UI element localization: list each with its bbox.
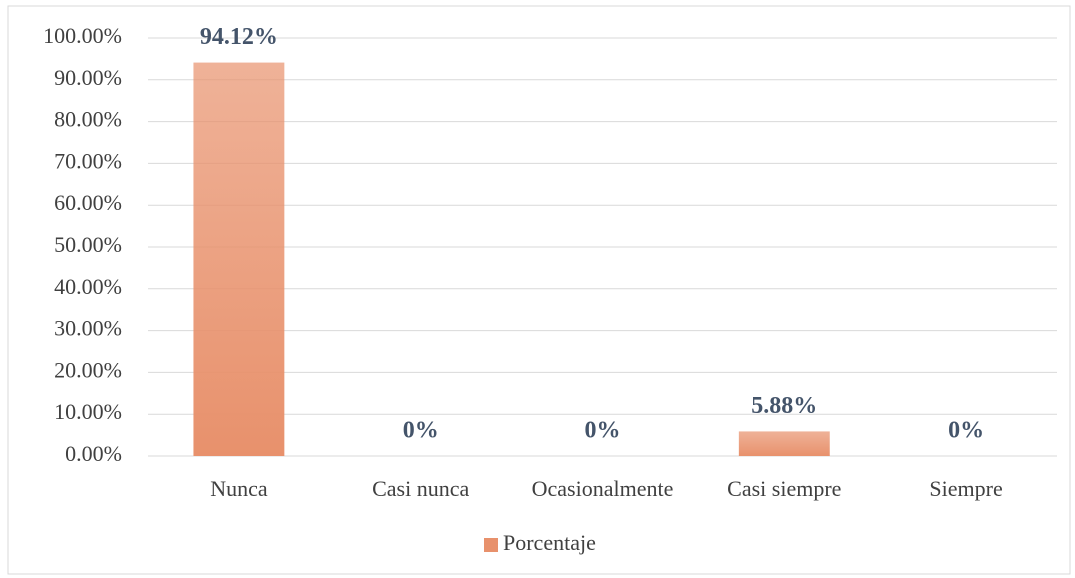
x-tick-label: Casi nunca: [372, 476, 469, 501]
x-tick-label: Siempre: [929, 476, 1002, 501]
chart-border: [7, 5, 1071, 575]
y-tick-label: 50.00%: [54, 232, 122, 257]
y-tick-label: 40.00%: [54, 274, 122, 299]
y-tick-label: 20.00%: [54, 357, 122, 382]
y-tick-label: 90.00%: [54, 65, 122, 90]
legend-label: Porcentaje: [503, 530, 596, 555]
y-tick-label: 60.00%: [54, 190, 122, 215]
y-tick-label: 30.00%: [54, 316, 122, 341]
data-label: 94.12%: [200, 24, 278, 50]
data-label: 0%: [948, 418, 984, 444]
y-tick-label: 10.00%: [54, 399, 122, 424]
x-tick-label: Casi siempre: [727, 476, 841, 501]
y-tick-label: 70.00%: [54, 148, 122, 173]
data-label: 0%: [585, 418, 621, 444]
data-label: 0%: [403, 418, 439, 444]
x-tick-label: Ocasionalmente: [532, 476, 674, 501]
y-tick-label: 100.00%: [43, 23, 122, 48]
x-tick-label: Nunca: [210, 476, 268, 501]
y-tick-label: 0.00%: [65, 441, 122, 466]
legend-swatch: [484, 538, 498, 552]
y-tick-label: 80.00%: [54, 107, 122, 132]
data-label: 5.88%: [751, 393, 817, 419]
bar: [193, 62, 285, 456]
bar: [738, 431, 830, 456]
